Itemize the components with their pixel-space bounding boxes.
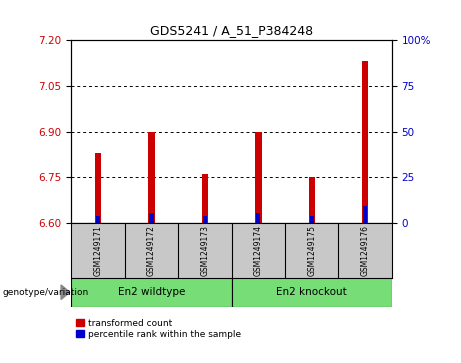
Bar [255, 131, 261, 223]
Text: GSM1249174: GSM1249174 [254, 225, 263, 276]
Bar [256, 213, 260, 223]
Text: GSM1249172: GSM1249172 [147, 225, 156, 276]
Bar [231, 278, 392, 307]
Bar [71, 278, 231, 307]
Bar [363, 207, 367, 223]
Text: genotype/variation: genotype/variation [2, 289, 89, 297]
Bar [203, 216, 207, 223]
Text: GSM1249173: GSM1249173 [201, 225, 209, 276]
Bar [202, 174, 208, 223]
Bar [148, 131, 155, 223]
Bar [362, 61, 368, 223]
Text: GSM1249176: GSM1249176 [361, 225, 370, 276]
Bar [308, 178, 315, 223]
Title: GDS5241 / A_51_P384248: GDS5241 / A_51_P384248 [150, 24, 313, 37]
Text: En2 wildtype: En2 wildtype [118, 287, 185, 297]
Text: GSM1249175: GSM1249175 [307, 225, 316, 276]
Legend: transformed count, percentile rank within the sample: transformed count, percentile rank withi… [76, 318, 241, 339]
Polygon shape [61, 285, 70, 299]
Bar [149, 213, 154, 223]
Bar [310, 216, 314, 223]
Text: En2 knockout: En2 knockout [277, 287, 347, 297]
Bar [95, 153, 101, 223]
Text: GSM1249171: GSM1249171 [94, 225, 103, 276]
Bar [96, 216, 100, 223]
